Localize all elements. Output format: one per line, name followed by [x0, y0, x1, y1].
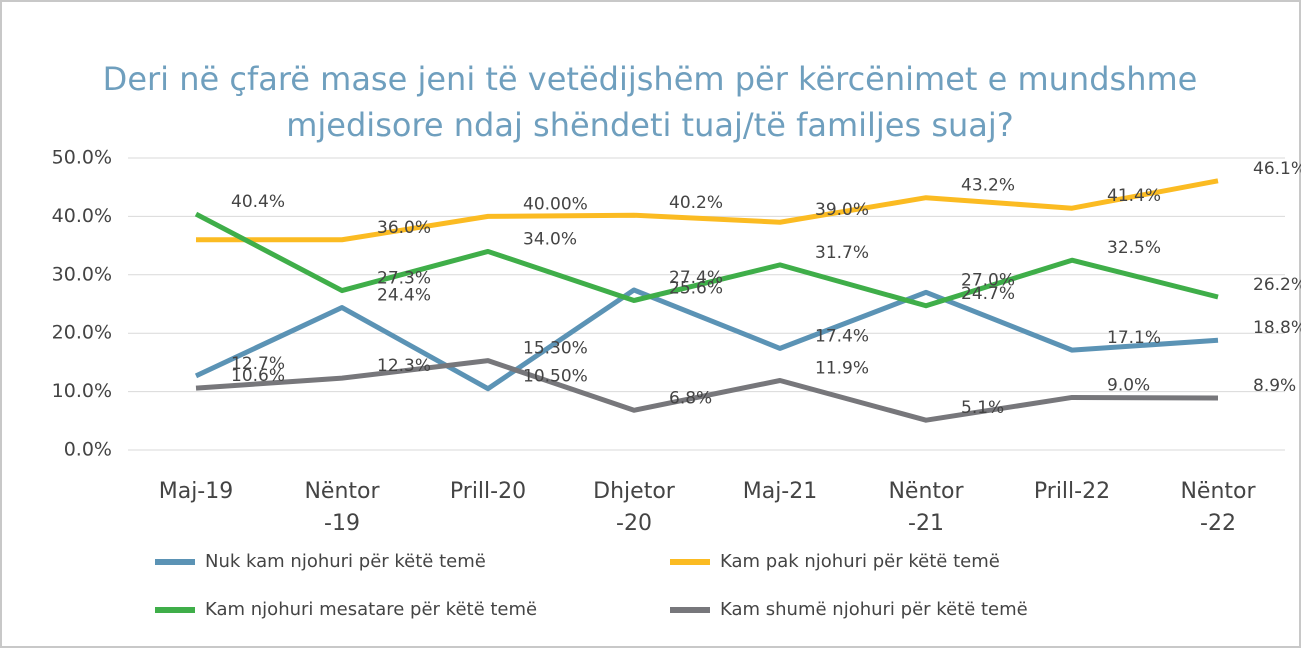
legend-label: Kam njohuri mesatare për këtë temë	[205, 599, 537, 620]
data-label: 46.1%	[1253, 159, 1301, 179]
x-tick-label: Nëntor -19	[304, 479, 380, 536]
y-tick-label: 30.0%	[52, 263, 112, 285]
data-label: 41.4%	[1107, 186, 1161, 206]
data-label: 24.4%	[377, 286, 431, 306]
data-label: 24.7%	[961, 284, 1015, 304]
data-label: 27.3%	[377, 269, 431, 289]
x-tick-label: Dhjetor -20	[593, 479, 675, 536]
y-tick-label: 40.0%	[52, 205, 112, 227]
data-label: 6.8%	[669, 388, 712, 408]
data-label: 40.2%	[669, 193, 723, 213]
y-tick-label: 10.0%	[52, 380, 112, 402]
data-label: 32.5%	[1107, 238, 1161, 258]
data-label: 5.1%	[961, 398, 1004, 418]
data-label: 11.9%	[815, 359, 869, 379]
legend-label: Nuk kam njohuri për këtë temë	[205, 551, 486, 572]
x-tick-label: Nëntor -22	[1180, 479, 1256, 536]
data-label: 40.4%	[231, 192, 285, 212]
data-label: 27.4%	[669, 268, 723, 288]
series-line	[194, 287, 1219, 392]
x-tick-label: Nëntor -21	[888, 479, 964, 536]
y-tick-label: 20.0%	[52, 322, 112, 344]
data-label: 39.0%	[815, 200, 869, 220]
data-label: 25.6%	[669, 278, 723, 298]
data-label: 12.7%	[231, 354, 285, 374]
series-line	[195, 358, 1219, 423]
data-label: 15.30%	[523, 339, 588, 359]
chart-title: Deri në çfarë mase jeni të vetëdijshëm p…	[102, 60, 1198, 144]
x-tick-label: Maj-19	[158, 479, 234, 504]
legend-label: Kam pak njohuri për këtë temë	[720, 551, 1000, 572]
data-label: 18.8%	[1253, 318, 1301, 338]
data-label: 34.0%	[523, 229, 577, 249]
series-line	[194, 211, 1219, 309]
data-label: 9.0%	[1107, 375, 1150, 395]
y-tick-label: 0.0%	[64, 439, 112, 461]
data-label: 17.1%	[1107, 328, 1161, 348]
data-label: 27.0%	[961, 270, 1015, 290]
y-tick-label: 50.0%	[52, 147, 112, 169]
data-label: 10.6%	[231, 366, 285, 386]
data-label: 36.0%	[377, 218, 431, 238]
series-line	[196, 178, 1219, 243]
data-label: 8.9%	[1253, 376, 1296, 396]
x-tick-label: Prill-22	[1033, 479, 1111, 504]
x-tick-label: Maj-21	[742, 479, 818, 504]
data-label: 12.3%	[377, 356, 431, 376]
data-label: 10.50%	[523, 367, 588, 387]
data-label: 26.2%	[1253, 275, 1301, 295]
data-label: 40.00%	[523, 194, 588, 214]
legend-label: Kam shumë njohuri për këtë temë	[720, 599, 1028, 620]
data-label: 31.7%	[815, 243, 869, 263]
data-label: 17.4%	[815, 326, 869, 346]
x-tick-label: Prill-20	[449, 479, 527, 504]
data-label: 43.2%	[961, 176, 1015, 196]
